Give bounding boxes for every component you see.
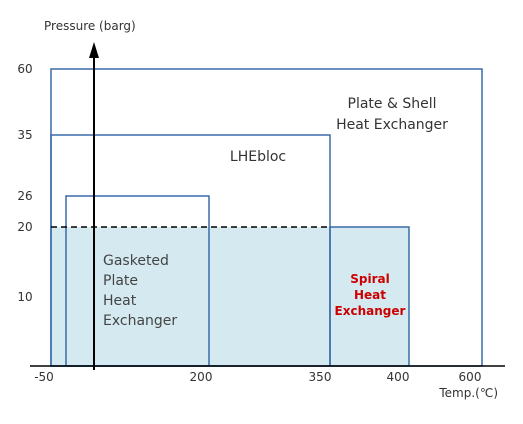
y-axis-label: Pressure (barg) — [44, 19, 136, 33]
y-tick-label: 10 — [17, 290, 32, 304]
lhebloc-label: LHEbloc — [230, 149, 286, 165]
x-tick-label: 200 — [190, 370, 213, 384]
y-tick-label: 35 — [17, 128, 32, 142]
spiral-label: Spiral — [350, 272, 389, 286]
gasketed-label: Plate — [103, 273, 138, 289]
spiral-label: Exchanger — [335, 304, 406, 318]
gasketed-label: Gasketed — [103, 253, 169, 269]
x-tick-label: 400 — [387, 370, 410, 384]
y-tick-label: 20 — [17, 220, 32, 234]
shaded-area — [51, 227, 409, 366]
spiral-label: Heat — [354, 288, 386, 302]
x-axis-label: Temp.(℃) — [438, 386, 498, 400]
x-tick-label: 600 — [459, 370, 482, 384]
gasketed-label: Heat — [103, 293, 137, 309]
y-axis-arrowhead — [89, 42, 99, 58]
y-tick-label: 26 — [17, 189, 32, 203]
x-tick-label: -50 — [34, 370, 54, 384]
x-tick-label: 350 — [309, 370, 332, 384]
y-tick-label: 60 — [17, 62, 32, 76]
plate-shell-label: Plate & Shell — [348, 96, 437, 112]
plate-shell-label: Heat Exchanger — [336, 117, 448, 133]
gasketed-label: Exchanger — [103, 313, 177, 329]
